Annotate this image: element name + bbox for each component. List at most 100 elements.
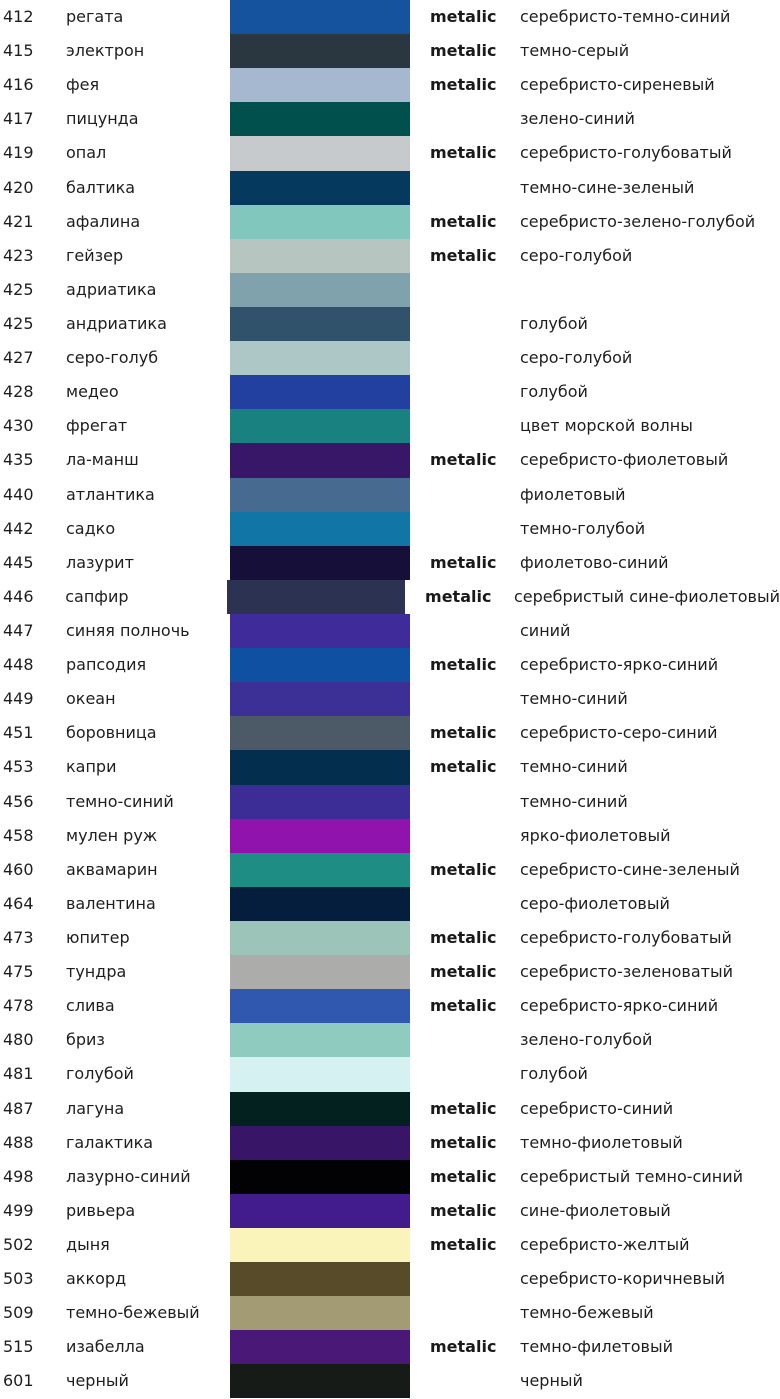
row-name: ла-манш <box>66 450 139 470</box>
table-row: 509 темно-бежевый темно-бежевый <box>0 1296 780 1331</box>
table-row: 456 темно-синий темно-синий <box>0 784 780 819</box>
row-description: фиолетовый <box>520 484 626 504</box>
row-name: рапсодия <box>66 655 147 675</box>
row-name: голубой <box>66 1064 134 1084</box>
row-name: лазурно-синий <box>66 1166 191 1186</box>
row-name: аккорд <box>66 1269 127 1289</box>
row-name: адриатика <box>66 279 157 299</box>
row-description: серебристый сине-фиолетовый <box>513 586 780 606</box>
row-name: атлантика <box>66 484 155 504</box>
table-row: 445 лазурит metalic фиолетово-синий <box>0 545 780 580</box>
row-description: черный <box>520 1371 583 1391</box>
table-row: 601 черный черный <box>0 1364 780 1399</box>
row-description: ярко-фиолетовый <box>520 825 671 845</box>
color-swatch <box>230 852 410 887</box>
row-code: 425 <box>3 279 34 299</box>
color-swatch <box>230 170 410 205</box>
row-name: дыня <box>66 1234 110 1254</box>
row-name: серо-голуб <box>66 348 159 368</box>
row-name: лазурит <box>66 552 134 572</box>
row-name: опал <box>66 143 107 163</box>
row-description: серо-фиолетовый <box>520 893 670 913</box>
row-name: афалина <box>66 211 141 231</box>
row-description: синий <box>520 621 571 641</box>
row-description: темно-серый <box>520 41 630 61</box>
color-swatch <box>230 375 410 410</box>
table-row: 481 голубой голубой <box>0 1057 780 1092</box>
row-name: лагуна <box>66 1098 125 1118</box>
row-code: 420 <box>3 177 34 197</box>
color-swatch <box>230 1193 410 1228</box>
row-description: серебристый темно-синий <box>520 1166 744 1186</box>
color-swatch <box>230 613 410 649</box>
color-swatch <box>230 341 410 376</box>
row-description: серебристо-зелено-голубой <box>520 211 756 231</box>
row-code: 421 <box>3 211 34 231</box>
row-name: сапфир <box>65 586 129 606</box>
row-description: серебристо-зеленоватый <box>520 962 733 982</box>
color-swatch <box>230 204 410 239</box>
metalic-label: metalic <box>430 1098 497 1118</box>
row-code: 478 <box>3 996 34 1016</box>
row-code: 448 <box>3 655 34 675</box>
color-swatch <box>230 920 410 956</box>
metalic-label: metalic <box>430 143 497 163</box>
table-row: 449 океан темно-синий <box>0 682 780 717</box>
table-row: 427 серо-голуб серо-голубой <box>0 341 780 376</box>
row-description: серебристо-голубоватый <box>520 143 732 163</box>
row-name: пицунда <box>66 109 139 129</box>
color-swatch <box>230 818 410 853</box>
row-description: темно-синий <box>520 791 628 811</box>
table-row: 423 гейзер metalic серо-голубой <box>0 238 780 273</box>
table-row: 499 ривьера metalic сине-фиолетовый <box>0 1193 780 1228</box>
color-swatch <box>230 102 410 137</box>
color-swatch <box>230 1091 410 1126</box>
row-description: фиолетово-синий <box>520 552 669 572</box>
row-code: 456 <box>3 791 34 811</box>
row-description: серебристо-синий <box>520 1098 674 1118</box>
table-row: 498 лазурно-синий metalic серебристый те… <box>0 1159 780 1194</box>
metalic-label: metalic <box>430 7 497 27</box>
table-row: 475 тундра metalic серебристо-зеленоваты… <box>0 955 780 990</box>
metalic-label: metalic <box>430 928 497 947</box>
table-row: 421 афалина metalic серебристо-зелено-го… <box>0 204 780 239</box>
row-name: электрон <box>66 41 145 61</box>
table-row: 417 пицунда зелено-синий <box>0 102 780 137</box>
table-row: 515 изабелла metalic темно-филетовый <box>0 1330 780 1365</box>
table-row: 488 галактика metalic темно-фиолетовый <box>0 1125 780 1160</box>
metalic-label: metalic <box>430 1337 497 1357</box>
row-code: 498 <box>3 1166 34 1186</box>
row-description: серебристо-темно-синий <box>520 7 731 27</box>
row-code: 447 <box>3 621 34 641</box>
table-row: 425 адриатика <box>0 272 780 307</box>
table-row: 412 регата metalic серебристо-темно-сини… <box>0 0 780 35</box>
row-code: 415 <box>3 41 34 61</box>
row-description: зелено-синий <box>520 109 635 129</box>
row-name: гейзер <box>66 245 124 265</box>
table-row: 420 балтика темно-сине-зеленый <box>0 170 780 205</box>
metalic-label: metalic <box>430 1166 497 1186</box>
row-code: 430 <box>3 416 34 436</box>
row-description: серебристо-ярко-синий <box>520 996 719 1016</box>
table-row: 446 сапфир metalic серебристый сине-фиол… <box>0 579 780 614</box>
row-code: 499 <box>3 1200 34 1220</box>
color-swatch <box>230 136 410 171</box>
row-description: темно-синий <box>520 757 628 777</box>
row-code: 460 <box>3 859 34 879</box>
table-row: 460 аквамарин metalic серебристо-сине-зе… <box>0 852 780 887</box>
row-name: синяя полночь <box>66 621 190 641</box>
color-swatch <box>227 579 406 614</box>
color-swatch <box>230 0 410 35</box>
row-code: 503 <box>3 1269 34 1289</box>
color-swatch <box>230 1364 410 1399</box>
row-code: 419 <box>3 143 34 163</box>
color-swatch <box>230 272 410 307</box>
table-row: 480 бриз зелено-голубой <box>0 1023 780 1058</box>
row-description: серебристо-ярко-синий <box>520 655 719 675</box>
row-name: океан <box>66 689 116 709</box>
row-description: темно-филетовый <box>520 1337 673 1357</box>
table-row: 451 боровница metalic серебристо-серо-си… <box>0 716 780 751</box>
row-name: балтика <box>66 177 136 197</box>
row-code: 509 <box>3 1303 34 1323</box>
table-row: 442 садко темно-голубой <box>0 511 780 546</box>
